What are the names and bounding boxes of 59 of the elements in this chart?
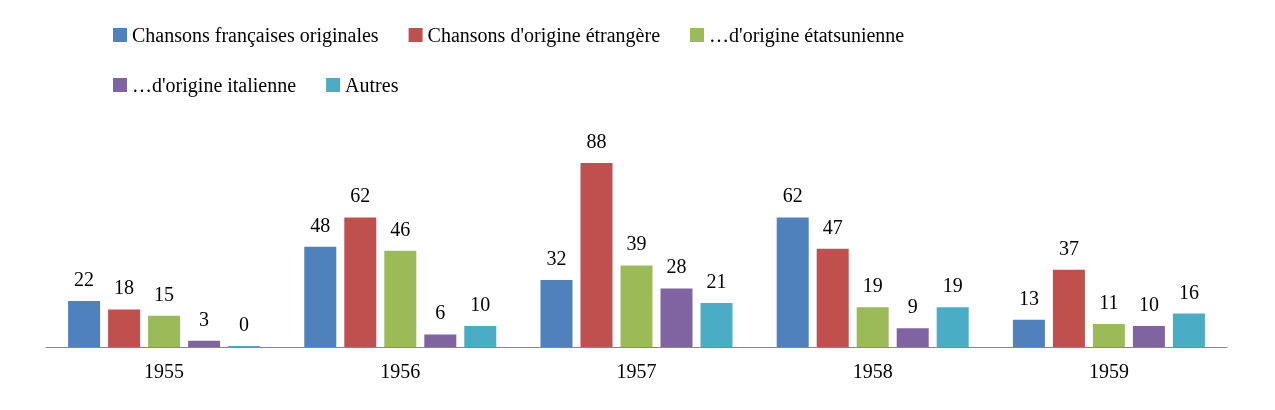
data-label: 37 xyxy=(1058,236,1079,259)
data-label: 39 xyxy=(626,232,647,255)
bar xyxy=(1092,324,1125,347)
bar xyxy=(896,328,929,347)
bar xyxy=(936,307,969,347)
data-label: 6 xyxy=(435,301,446,324)
data-label: 9 xyxy=(907,295,918,318)
data-label: 19 xyxy=(862,274,883,297)
bar xyxy=(384,250,417,347)
bar xyxy=(580,163,613,347)
legend-label: …d'origine italienne xyxy=(132,74,297,97)
data-label: 10 xyxy=(1138,293,1159,316)
data-label: 22 xyxy=(74,268,95,291)
data-label: 11 xyxy=(1099,291,1119,314)
data-label: 28 xyxy=(666,255,687,278)
x-tick-label: 1959 xyxy=(1088,360,1129,382)
data-label: 10 xyxy=(470,293,491,316)
data-label: 46 xyxy=(390,217,411,240)
legend-label: Chansons d'origine étrangère xyxy=(427,24,661,47)
legend-label: …d'origine étatsunienne xyxy=(709,24,905,47)
bar xyxy=(108,309,141,347)
data-label: 16 xyxy=(1178,280,1199,303)
data-label: 21 xyxy=(706,270,727,293)
x-tick-label: 1955 xyxy=(144,360,185,382)
data-label: 62 xyxy=(350,184,371,207)
bar xyxy=(1132,326,1165,347)
data-label: 19 xyxy=(942,274,963,297)
legend-label: Chansons françaises originales xyxy=(132,24,379,47)
data-label: 47 xyxy=(822,215,843,238)
legend-label: Autres xyxy=(345,74,399,96)
bar xyxy=(776,217,809,347)
bar xyxy=(344,217,377,347)
bar xyxy=(68,301,101,347)
bar xyxy=(188,340,221,347)
data-label: 0 xyxy=(239,313,250,335)
data-label: 32 xyxy=(546,247,567,270)
bar xyxy=(540,280,573,347)
bar xyxy=(1052,269,1085,347)
bar xyxy=(620,265,653,347)
bar xyxy=(1172,313,1205,347)
data-label: 15 xyxy=(154,282,175,305)
bar xyxy=(660,288,693,347)
bar xyxy=(856,307,889,347)
data-label: 48 xyxy=(310,213,331,236)
bar xyxy=(148,315,181,347)
data-label: 3 xyxy=(199,307,210,330)
bar xyxy=(816,248,849,347)
data-label: 13 xyxy=(1018,286,1039,309)
x-tick-label: 1957 xyxy=(616,360,657,382)
bar xyxy=(1012,319,1045,347)
x-tick-label: 1958 xyxy=(852,360,893,382)
bar xyxy=(464,326,497,347)
data-label: 62 xyxy=(782,184,803,207)
x-tick-label: 1956 xyxy=(380,360,421,382)
data-label: 88 xyxy=(586,130,607,153)
bar xyxy=(700,303,733,347)
bar xyxy=(424,334,457,347)
bar xyxy=(304,246,337,347)
data-label: 18 xyxy=(114,276,135,299)
